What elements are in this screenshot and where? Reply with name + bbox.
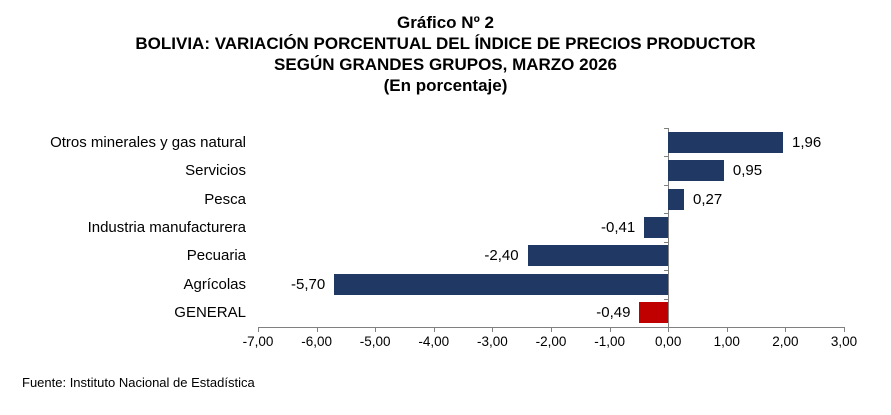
bar-7 (639, 302, 669, 324)
bar-5 (527, 245, 669, 267)
value-label-2: 0,95 (732, 162, 763, 180)
value-label-5: -2,40 (484, 247, 519, 265)
x-axis-tick (551, 327, 552, 332)
chart-title: Gráfico Nº 2 BOLIVIA: VARIACIÓN PORCENTU… (0, 12, 891, 96)
title-line-1: Gráfico Nº 2 (397, 13, 494, 32)
zero-axis-tick (664, 298, 669, 300)
value-label-1: 1,96 (792, 133, 822, 151)
category-label-1: Otros minerales y gas natural (50, 133, 246, 151)
category-label-6: Agrícolas (183, 275, 246, 293)
x-axis-tick (375, 327, 377, 332)
x-axis-tick (316, 327, 318, 332)
x-tick-label: 1,00 (713, 334, 740, 349)
title-line-3: SEGÚN GRANDES GRUPOS, MARZO 2026 (274, 55, 617, 74)
source-note: Fuente: Instituto Nacional de Estadístic… (22, 375, 255, 390)
x-tick-label: -1,00 (594, 334, 625, 349)
value-label-3: 0,27 (693, 190, 723, 208)
x-tick-label: -3,00 (477, 334, 508, 349)
x-axis-tick (726, 327, 728, 332)
bar-4 (644, 217, 669, 238)
bar-6 (334, 273, 669, 295)
x-tick-label: -5,00 (359, 334, 391, 349)
zero-axis-tick (664, 241, 669, 243)
x-tick-label: -2,00 (535, 334, 567, 349)
x-tick-label: -4,00 (418, 334, 450, 349)
x-axis-tick (785, 327, 787, 332)
zero-axis-line (668, 128, 670, 327)
value-label-4: -0,41 (600, 219, 636, 236)
value-label-7: -0,49 (596, 304, 631, 322)
x-axis-tick (844, 327, 845, 332)
bar-3 (668, 188, 684, 210)
x-axis-tick (258, 327, 259, 332)
title-line-2: BOLIVIA: VARIACIÓN PORCENTUAL DEL ÍNDICE… (135, 34, 756, 53)
category-label-3: Pesca (204, 190, 246, 208)
zero-axis-tick (664, 156, 669, 158)
category-label-7: GENERAL (174, 304, 246, 322)
value-label-6: -5,70 (290, 275, 326, 293)
zero-axis-tick (664, 213, 669, 215)
title-line-4: (En porcentaje) (383, 76, 508, 95)
x-axis-tick (609, 327, 611, 332)
category-label-5: Pecuaria (186, 247, 246, 265)
zero-axis-tick (664, 184, 669, 186)
x-axis-tick (433, 327, 435, 332)
x-tick-label: -7,00 (242, 334, 274, 349)
zero-axis-tick (664, 128, 669, 129)
x-axis-tick (668, 327, 670, 332)
category-label-4: Industria manufacturera (87, 219, 246, 236)
x-tick-label: 3,00 (830, 334, 858, 349)
zero-axis-tick (664, 270, 669, 272)
bar-2 (668, 160, 724, 182)
category-label-2: Servicios (185, 162, 246, 180)
x-axis-tick (492, 327, 494, 332)
x-tick-label: 2,00 (772, 334, 799, 349)
x-tick-label: -6,00 (301, 334, 332, 349)
x-tick-label: 0,00 (655, 334, 682, 349)
bar-1 (668, 131, 784, 153)
